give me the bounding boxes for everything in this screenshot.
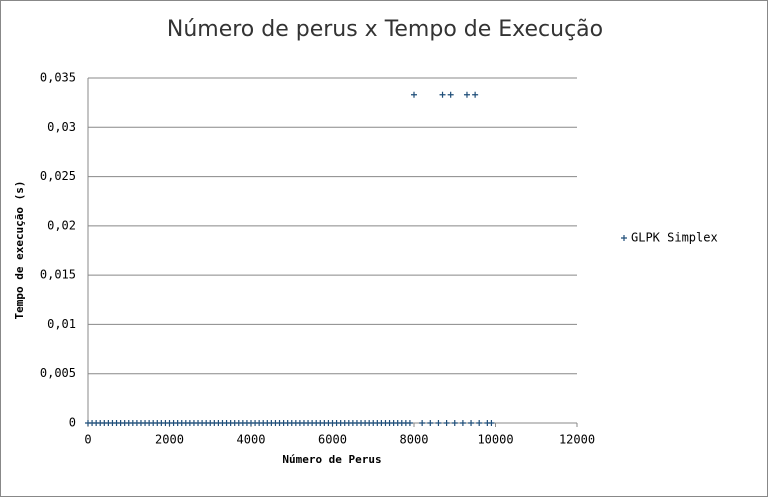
point <box>468 420 475 426</box>
point <box>459 420 466 426</box>
point <box>447 91 454 98</box>
point <box>451 420 458 426</box>
x-tick-label: 0 <box>84 433 91 447</box>
x-tick-label: 10000 <box>477 433 513 447</box>
point <box>435 420 442 426</box>
x-tick-label: 2000 <box>155 433 184 447</box>
y-tick-label: 0,005 <box>40 366 76 380</box>
x-tick-label: 12000 <box>559 433 595 447</box>
point <box>463 91 470 98</box>
y-tick-label: 0,03 <box>47 120 76 134</box>
y-tick-label: 0,01 <box>47 317 76 331</box>
point <box>419 420 426 426</box>
legend-label: GLPK Simplex <box>631 231 718 245</box>
legend-marker <box>621 235 627 241</box>
y-axis-title: Tempo de execução (s) <box>13 180 26 319</box>
x-tick-label: 8000 <box>400 433 429 447</box>
point <box>406 420 413 426</box>
point <box>472 91 479 98</box>
x-tick-label: 4000 <box>237 433 266 447</box>
y-tick-label: 0,025 <box>40 169 76 183</box>
y-tick-label: 0 <box>69 416 76 430</box>
x-tick-label: 6000 <box>318 433 347 447</box>
point <box>411 91 417 98</box>
point <box>427 420 434 426</box>
chart-title: Número de perus x Tempo de Execução <box>167 17 603 42</box>
point <box>476 420 483 426</box>
x-axis-title: Número de Perus <box>282 453 381 466</box>
y-tick-label: 0,035 <box>40 71 76 85</box>
point <box>439 91 446 98</box>
point <box>488 420 495 426</box>
y-tick-label: 0,02 <box>47 218 76 232</box>
y-tick-label: 0,015 <box>40 268 76 282</box>
point <box>443 420 450 426</box>
